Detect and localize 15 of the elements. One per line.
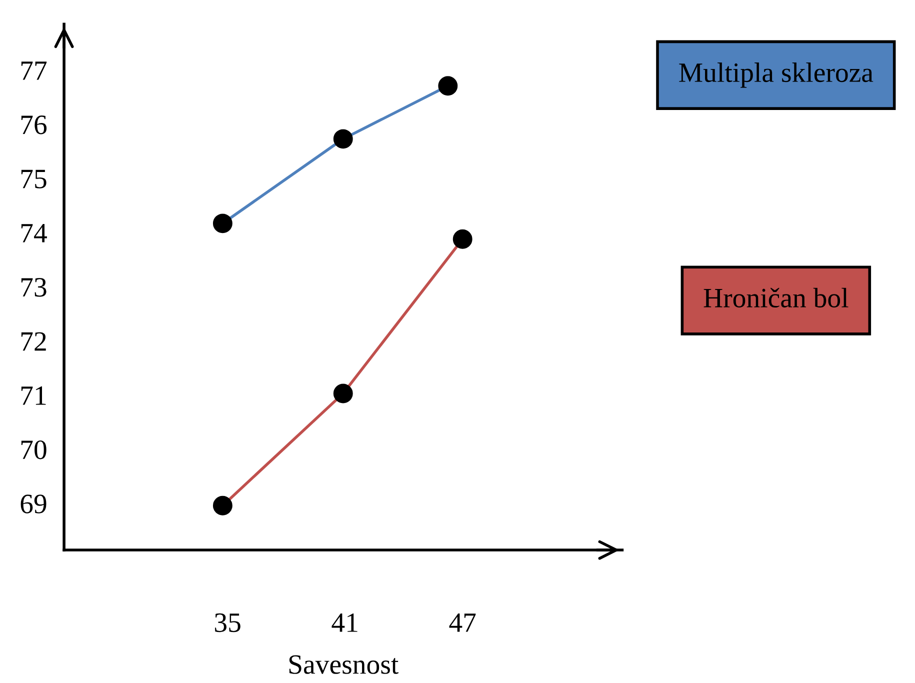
y-tick-label: 75	[21, 170, 46, 188]
text: Hroničan bol	[704, 288, 848, 308]
y-tick-label: 73	[21, 278, 46, 297]
x-axis-title: Savesnost	[289, 655, 399, 674]
y-tick-label: 74	[21, 224, 47, 242]
x-tick-label: 35	[215, 613, 240, 632]
text: Multipla skleroza	[679, 62, 874, 88]
y-tick-label: 72	[21, 332, 46, 351]
y-tick-label: 76	[21, 116, 47, 134]
x-tick-label: 41	[332, 613, 358, 632]
y-tick-label: 70	[21, 440, 46, 460]
y-tick-label: 69	[20, 494, 46, 514]
y-tick-label: 71	[21, 386, 46, 405]
x-tick-label: 47	[449, 614, 476, 632]
y-tick-label: 77	[21, 62, 47, 80]
